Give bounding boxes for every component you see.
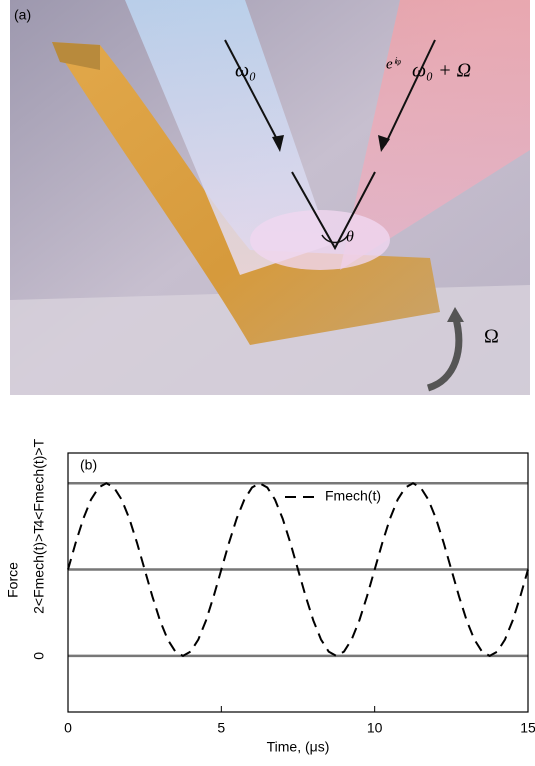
legend-label: Fmech(t): [325, 488, 381, 504]
y-tick-label: 0: [31, 652, 47, 660]
beam-label: ω₀: [235, 60, 256, 82]
x-tick-label: 0: [64, 720, 72, 736]
y-axis-label: Force: [5, 562, 21, 598]
x-tick-label: 10: [367, 720, 383, 736]
x-tick-label: 15: [520, 720, 535, 736]
figure: (a) ω₀ eⁱᵠ ω₀ + Ω θ Ω 0 2<Fmech(t)>T4<Fme…: [0, 0, 535, 761]
chart: 0 2<Fmech(t)>T4<Fmech(t)>T 0 5 10 15 Time, (μs…: [5, 438, 535, 754]
x-axis-label: Time, (μs): [267, 739, 330, 755]
plot-frame: [68, 453, 528, 712]
y-tick-label: 4<Fmech(t)>T: [31, 438, 47, 527]
beam-label: ω₀ + Ω: [412, 60, 471, 82]
panel-label: (a): [14, 7, 31, 23]
angle-label: θ: [346, 229, 354, 246]
phase-label: eⁱᵠ: [386, 56, 401, 72]
rotation-label: Ω: [484, 326, 499, 348]
panel-label: (b): [80, 457, 97, 473]
y-tick-label: 2<Fmech(t)>T: [31, 525, 47, 614]
x-tick-label: 5: [217, 720, 225, 736]
